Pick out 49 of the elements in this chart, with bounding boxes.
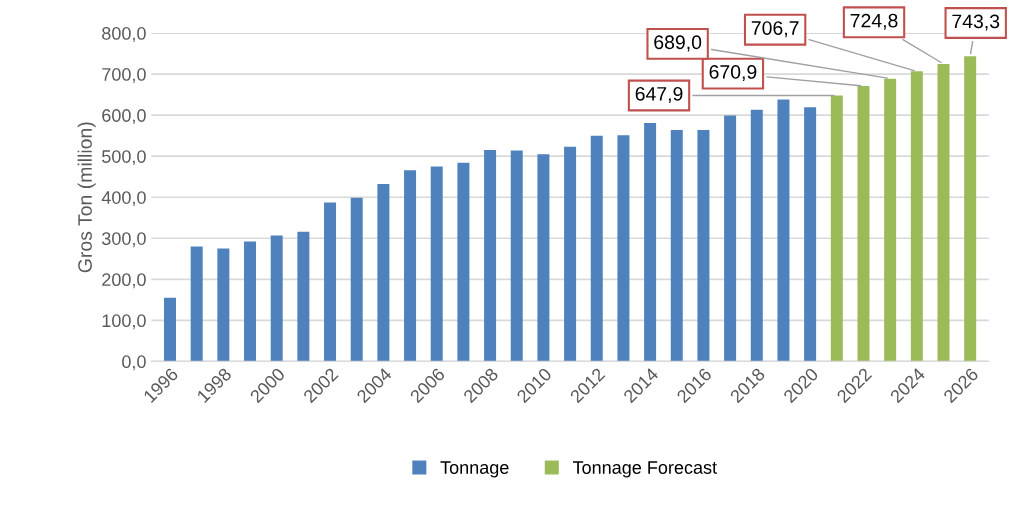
y-tick-label: 600,0: [102, 109, 146, 125]
bar: [457, 162, 470, 362]
bar: [484, 150, 497, 362]
legend-label: Tonnage Forecast: [572, 461, 717, 478]
bar: [644, 122, 657, 362]
bar: [724, 115, 737, 362]
bar: [884, 78, 897, 362]
bar: [777, 99, 790, 362]
bar: [670, 129, 683, 362]
bar: [857, 86, 870, 362]
y-tick-label: 100,0: [102, 314, 146, 330]
bar: [537, 154, 550, 362]
bar: [377, 184, 390, 362]
data-label: 743,3: [952, 14, 1000, 31]
data-label: 689,0: [654, 35, 702, 52]
bar: [164, 297, 177, 362]
data-label: 706,7: [751, 21, 799, 38]
bar: [244, 241, 257, 362]
bar: [510, 150, 523, 362]
y-tick-label: 0,0: [122, 355, 146, 371]
bar: [697, 129, 710, 362]
bar: [297, 231, 310, 362]
data-label: 724,8: [850, 13, 898, 30]
bar: [964, 56, 977, 362]
bar: [910, 71, 923, 362]
bar: [404, 170, 417, 362]
bar: [270, 235, 283, 362]
bar: [350, 197, 363, 362]
y-tick-label: 500,0: [102, 150, 146, 166]
y-tick-label: 700,0: [102, 68, 146, 83]
bar: [617, 135, 630, 362]
y-tick-label: 800,0: [102, 27, 146, 42]
data-label: 670,9: [709, 65, 757, 82]
y-tick-label: 300,0: [102, 232, 146, 248]
bar: [564, 146, 577, 362]
bar: [804, 107, 817, 362]
y-tick-label: 400,0: [101, 191, 146, 207]
bar: [217, 248, 230, 362]
bar: [190, 246, 203, 362]
bar: [830, 95, 843, 362]
legend-label: Tonnage: [440, 461, 509, 478]
bar: [750, 109, 763, 362]
y-tick-label: 200,0: [102, 273, 146, 289]
bar: [590, 135, 603, 362]
data-label: 647,9: [635, 86, 683, 104]
bar: [430, 166, 443, 362]
bar: [324, 202, 337, 362]
y-axis-title: Gros Ton (million): [77, 122, 96, 273]
bar: [937, 63, 950, 362]
